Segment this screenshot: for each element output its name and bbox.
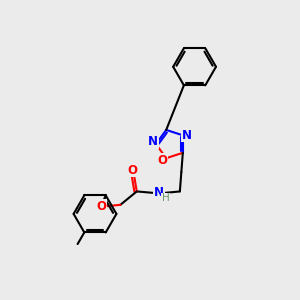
Text: O: O bbox=[127, 164, 137, 176]
Text: O: O bbox=[157, 154, 167, 167]
Text: N: N bbox=[182, 129, 192, 142]
Text: N: N bbox=[148, 135, 158, 148]
Text: H: H bbox=[162, 193, 170, 203]
Text: O: O bbox=[96, 200, 106, 213]
Text: N: N bbox=[154, 186, 164, 200]
